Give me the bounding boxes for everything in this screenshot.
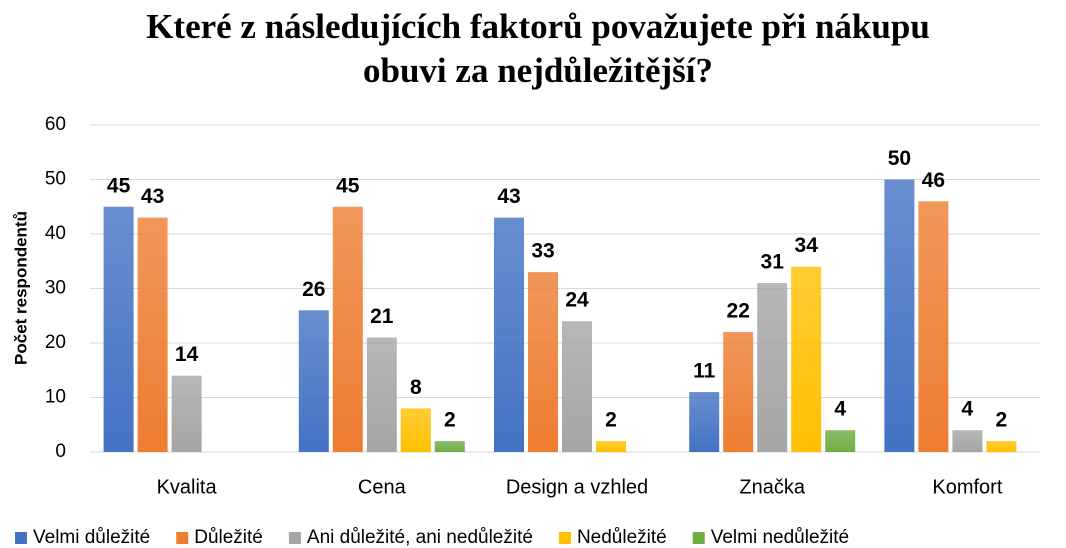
value-label: 4 bbox=[834, 398, 846, 421]
value-label: 11 bbox=[693, 360, 716, 383]
bar bbox=[986, 441, 1017, 452]
bar bbox=[757, 283, 788, 452]
value-label: 21 bbox=[370, 305, 394, 328]
bar bbox=[825, 430, 856, 452]
y-tick-label: 0 bbox=[55, 441, 66, 462]
bar bbox=[171, 375, 202, 452]
value-label: 45 bbox=[107, 174, 131, 197]
bar bbox=[562, 321, 592, 452]
y-axis-label: Počet respondentů bbox=[11, 211, 30, 365]
bar bbox=[434, 441, 465, 452]
value-label: 50 bbox=[888, 147, 911, 170]
value-label: 22 bbox=[727, 300, 750, 323]
value-label: 31 bbox=[761, 251, 785, 274]
legend-label: Velmi nedůležité bbox=[711, 527, 849, 548]
value-label: 2 bbox=[996, 409, 1008, 432]
value-label: 2 bbox=[444, 409, 456, 432]
bar bbox=[952, 430, 983, 452]
bar bbox=[528, 272, 558, 452]
value-label: 43 bbox=[141, 185, 164, 208]
y-tick-label: 30 bbox=[45, 278, 66, 299]
x-tick-label: Cena bbox=[358, 476, 407, 498]
legend-swatch bbox=[692, 532, 705, 544]
y-tick-label: 60 bbox=[45, 114, 66, 135]
y-tick-label: 10 bbox=[45, 387, 66, 408]
value-label: 8 bbox=[410, 376, 422, 399]
legend-swatch bbox=[15, 532, 27, 544]
value-label: 46 bbox=[922, 169, 945, 192]
legend-label: Nedůležité bbox=[577, 527, 667, 548]
bar bbox=[103, 206, 134, 452]
value-label: 45 bbox=[336, 174, 360, 197]
bar bbox=[918, 201, 949, 452]
value-label: 14 bbox=[175, 343, 199, 366]
bar bbox=[332, 206, 363, 452]
bar bbox=[596, 441, 626, 452]
legend-swatch bbox=[558, 532, 571, 544]
y-tick-label: 50 bbox=[45, 169, 66, 190]
value-label: 2 bbox=[605, 409, 617, 432]
value-label: 43 bbox=[497, 185, 520, 208]
bar bbox=[137, 217, 168, 452]
x-tick-label: Komfort bbox=[932, 476, 1002, 498]
y-tick-label: 40 bbox=[45, 223, 66, 244]
value-label: 24 bbox=[565, 289, 589, 312]
bar bbox=[366, 337, 397, 452]
legend-label: Ani důležité, ani nedůležité bbox=[307, 527, 533, 548]
bar bbox=[884, 179, 915, 452]
bar bbox=[400, 408, 431, 452]
bar bbox=[723, 332, 754, 452]
value-label: 4 bbox=[962, 398, 974, 421]
x-tick-label: Design a vzhled bbox=[506, 476, 648, 498]
x-tick-label: Značka bbox=[739, 476, 805, 498]
value-label: 34 bbox=[795, 234, 819, 257]
value-label: 26 bbox=[302, 278, 325, 301]
value-label: 33 bbox=[531, 240, 554, 263]
legend-swatch bbox=[288, 532, 301, 544]
chart-title: obuvi za nejdůležitější? bbox=[363, 51, 713, 90]
bar bbox=[494, 217, 524, 452]
bar bbox=[689, 392, 720, 452]
bar bbox=[298, 310, 329, 452]
legend-swatch bbox=[176, 532, 189, 544]
chart-title: Které z následujících faktorů považujete… bbox=[146, 7, 930, 46]
y-tick-label: 20 bbox=[45, 332, 66, 353]
bar bbox=[791, 266, 822, 452]
x-tick-label: Kvalita bbox=[157, 476, 218, 498]
legend-label: Velmi důležité bbox=[33, 527, 150, 548]
legend-label: Důležité bbox=[194, 527, 263, 548]
